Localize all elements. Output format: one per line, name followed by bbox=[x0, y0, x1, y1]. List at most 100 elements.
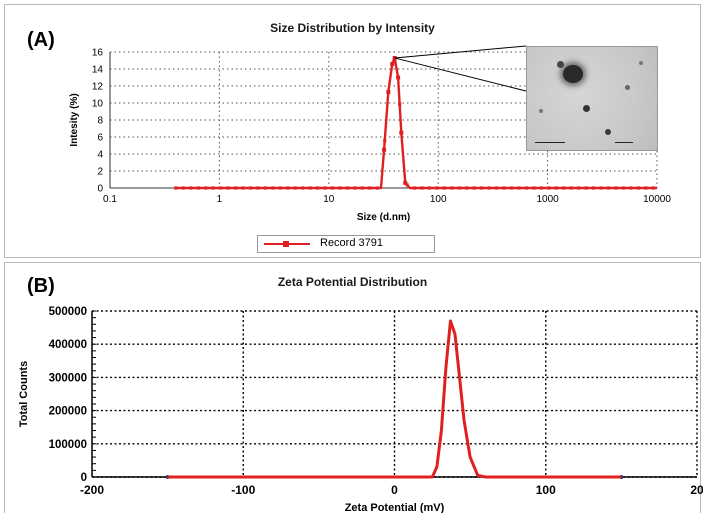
series-marker bbox=[472, 186, 476, 190]
series-marker bbox=[636, 186, 640, 190]
series-marker bbox=[308, 186, 312, 190]
y-tick-label: 4 bbox=[97, 150, 103, 161]
series-marker bbox=[621, 186, 626, 190]
series-marker bbox=[517, 186, 521, 190]
series-marker bbox=[383, 139, 387, 143]
series-marker bbox=[330, 186, 335, 190]
y-axis-label: Total Counts bbox=[18, 361, 30, 427]
series-marker bbox=[345, 186, 350, 190]
x-tick-label: 10000 bbox=[643, 194, 671, 205]
x-tick-label: 100 bbox=[536, 483, 556, 497]
series-marker bbox=[427, 186, 432, 190]
series-marker bbox=[211, 186, 215, 190]
chart-title: Zeta Potential Distribution bbox=[277, 275, 428, 289]
legend-label: Record 3791 bbox=[320, 237, 383, 249]
x-axis-label: Size (d.nm) bbox=[357, 212, 410, 223]
series-marker bbox=[315, 186, 320, 190]
series-marker bbox=[651, 186, 655, 190]
y-tick-label: 0 bbox=[81, 472, 87, 484]
y-tick-label: 16 bbox=[92, 48, 104, 59]
series-marker bbox=[606, 186, 611, 190]
y-tick-label: 12 bbox=[92, 82, 104, 93]
series-marker bbox=[442, 186, 447, 190]
series-marker bbox=[338, 186, 342, 190]
series-marker bbox=[524, 186, 529, 190]
series-marker bbox=[502, 186, 506, 190]
series-marker bbox=[539, 186, 543, 190]
series-marker bbox=[405, 183, 409, 187]
y-tick-label: 400000 bbox=[49, 339, 87, 351]
series-marker bbox=[398, 102, 402, 106]
series-marker bbox=[189, 186, 193, 190]
series-marker bbox=[495, 186, 499, 190]
x-tick-label: 1 bbox=[217, 194, 223, 205]
series-marker bbox=[554, 186, 558, 190]
series-marker bbox=[256, 186, 260, 190]
series-marker bbox=[233, 186, 238, 190]
series-marker bbox=[248, 186, 253, 190]
tem-inset-image bbox=[526, 46, 658, 151]
series-marker bbox=[353, 186, 357, 190]
series-marker bbox=[569, 186, 573, 190]
series-marker bbox=[509, 186, 514, 190]
series-marker bbox=[450, 186, 454, 190]
zeta-potential-chart: 0 100000 200000 300000 400000 500000 -200 -100 0… bbox=[18, 306, 703, 513]
y-axis-label: Intesity (%) bbox=[69, 93, 80, 146]
x-tick-label: -100 bbox=[231, 483, 255, 497]
series-marker bbox=[457, 186, 461, 190]
series-marker bbox=[263, 186, 267, 190]
data-point bbox=[390, 61, 395, 66]
series-marker bbox=[487, 186, 491, 190]
chart-title: Size Distribution by Intensity bbox=[270, 21, 435, 35]
series-marker bbox=[532, 186, 536, 190]
panel-a-label: (A) bbox=[27, 29, 55, 51]
series-marker bbox=[420, 186, 424, 190]
series-marker bbox=[412, 186, 417, 190]
series-line bbox=[167, 319, 622, 479]
series-marker bbox=[465, 186, 469, 190]
series-marker bbox=[174, 186, 178, 190]
data-point bbox=[403, 180, 408, 185]
y-tick-label: 2 bbox=[97, 167, 103, 178]
y-tick-label: 500000 bbox=[49, 306, 87, 318]
series-marker bbox=[614, 186, 618, 190]
series-marker bbox=[323, 186, 327, 190]
x-tick-label: 1000 bbox=[536, 194, 559, 205]
series-marker bbox=[577, 186, 581, 190]
series-marker bbox=[629, 186, 633, 190]
y-tick-label: 100000 bbox=[49, 439, 87, 451]
x-tick-label: 20 bbox=[690, 483, 703, 497]
series-marker bbox=[301, 186, 305, 190]
size-distribution-panel: (A) Size Distribution by Intensity 0 2 4 6 8… bbox=[4, 4, 701, 258]
series-marker bbox=[644, 186, 648, 190]
panel-b-label: (B) bbox=[27, 275, 55, 297]
x-tick-label: 100 bbox=[430, 194, 447, 205]
y-tick-label: 10 bbox=[92, 99, 104, 110]
y-tick-label: 200000 bbox=[49, 406, 87, 418]
series-marker bbox=[278, 186, 282, 190]
x-tick-label: -200 bbox=[80, 483, 104, 497]
series-marker bbox=[584, 186, 588, 190]
y-tick-label: 0 bbox=[97, 184, 103, 195]
series-marker bbox=[591, 186, 596, 190]
y-tick-label: 14 bbox=[92, 65, 104, 76]
series-marker bbox=[368, 186, 372, 190]
x-tick-label: 10 bbox=[323, 194, 335, 205]
series-marker bbox=[241, 186, 245, 190]
legend-marker-swatch bbox=[283, 241, 289, 247]
series-marker bbox=[196, 186, 200, 190]
inset-connector bbox=[394, 45, 527, 59]
series-marker bbox=[599, 186, 603, 190]
series-marker bbox=[293, 186, 297, 190]
y-tick-label: 300000 bbox=[49, 372, 87, 384]
data-point bbox=[382, 147, 387, 152]
zeta-potential-panel: (B) Zeta Potential Distribution 0 100000 2… bbox=[4, 262, 703, 513]
data-point bbox=[386, 89, 391, 94]
series-marker bbox=[562, 186, 566, 190]
series-marker bbox=[226, 186, 230, 190]
series-marker bbox=[547, 186, 551, 190]
series-marker bbox=[435, 186, 439, 190]
series-marker bbox=[360, 186, 364, 190]
series-marker bbox=[219, 186, 223, 190]
series-marker bbox=[286, 186, 290, 190]
